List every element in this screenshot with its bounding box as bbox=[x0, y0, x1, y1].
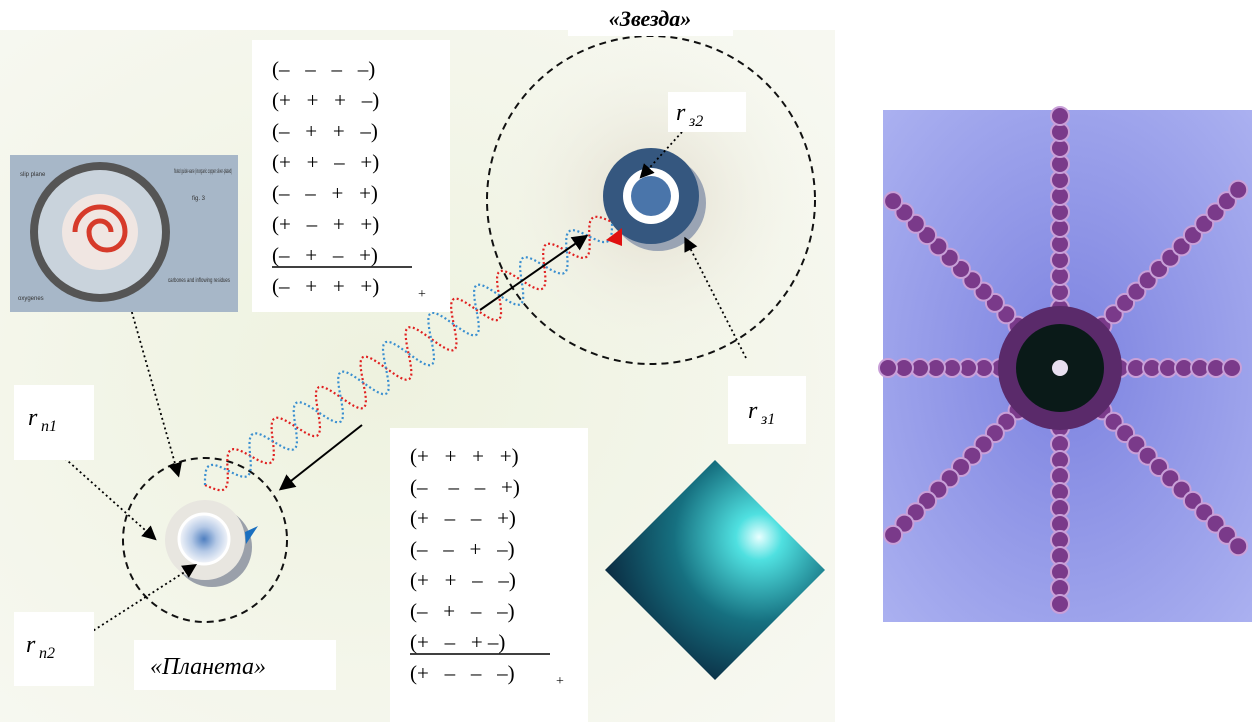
fractal-bead bbox=[1050, 594, 1070, 614]
matrix-row: (– – + –) bbox=[410, 537, 515, 561]
star-title-box bbox=[568, 2, 733, 36]
label-box bbox=[14, 612, 94, 686]
matrix-row: (– + – –) bbox=[410, 599, 515, 623]
dotted-arrow bbox=[49, 444, 157, 541]
fractal-bead bbox=[1228, 179, 1249, 200]
r-label-sub: з1 bbox=[760, 411, 775, 428]
fractal-bead bbox=[1222, 358, 1242, 378]
labels: r з2r з1r п1r п2 bbox=[26, 100, 775, 662]
fractal-bead bbox=[1228, 536, 1249, 557]
star-title: «Звезда» bbox=[609, 6, 691, 31]
red-arrow-head bbox=[606, 228, 622, 246]
inset-label: slip plane bbox=[20, 172, 46, 178]
matrix-row: (– – – +) bbox=[410, 475, 520, 499]
r-label-sub: з2 bbox=[688, 113, 703, 130]
teal-image bbox=[605, 460, 825, 680]
planet-title: «Планета» bbox=[150, 654, 266, 680]
matrix-sum: (– + + +) bbox=[272, 274, 379, 298]
label-box bbox=[728, 376, 806, 444]
matrix-sum-sub: + bbox=[418, 287, 426, 302]
matrix-row: (+ + + –) bbox=[272, 88, 379, 112]
inset-label: carbones and inflowing residues bbox=[168, 278, 230, 284]
fractal-bead bbox=[883, 191, 904, 212]
r-label: r bbox=[748, 398, 758, 424]
arrow bbox=[278, 424, 363, 491]
fractal-bead bbox=[883, 524, 904, 545]
inset-label: fluted guide-vane (inorganic copper silv… bbox=[174, 169, 232, 175]
matrix-row: (+ + – –) bbox=[410, 568, 516, 592]
planet-orbit bbox=[122, 457, 288, 623]
bottom-matrix-box bbox=[390, 428, 588, 722]
r-label-sub: п2 bbox=[39, 645, 55, 662]
planet-title-box bbox=[134, 640, 336, 690]
label-box bbox=[14, 385, 94, 460]
matrix-row: (– + – +) bbox=[272, 243, 378, 267]
dotted-arrow bbox=[684, 236, 747, 359]
helix-strand bbox=[203, 222, 614, 485]
matrix-row: (+ – – +) bbox=[410, 506, 516, 530]
r-label: r bbox=[676, 100, 686, 126]
inset-label: fig. 3 bbox=[192, 196, 206, 202]
fractal-eye bbox=[1052, 360, 1068, 376]
bottom-matrix: (+ + + +) (– – – +) (+ – – +) (– – + –) (+ +… bbox=[410, 444, 564, 689]
inset-label: oxygenes bbox=[18, 296, 44, 302]
r-label-sub: п1 bbox=[41, 418, 57, 435]
matrix-row: (+ + – +) bbox=[272, 150, 379, 174]
fractal-bead bbox=[878, 358, 898, 378]
matrix-row: (+ – + +) bbox=[272, 212, 379, 236]
top-matrix: (– – – –) (+ + + –) (– + + –) (+ + – +) (– –… bbox=[272, 57, 426, 302]
matrix-row: (– – – –) bbox=[272, 57, 375, 81]
dotted-arrow bbox=[124, 287, 182, 478]
planet-disk bbox=[177, 512, 231, 566]
label-box bbox=[668, 92, 746, 132]
helix bbox=[203, 215, 614, 492]
blue-arrow-head bbox=[245, 526, 258, 544]
matrix-row: (+ + + +) bbox=[410, 444, 519, 468]
arrow bbox=[479, 234, 589, 311]
matrix-row: (+ – + –) bbox=[410, 630, 505, 654]
matrix-sum-sub: + bbox=[556, 674, 564, 689]
matrix-row: (– + + –) bbox=[272, 119, 378, 143]
r-label: r bbox=[26, 632, 36, 658]
inset-spiral bbox=[72, 204, 128, 253]
fractal-bead bbox=[1050, 106, 1070, 126]
r-label: r bbox=[28, 405, 38, 431]
star-core bbox=[631, 176, 671, 216]
matrix-sum: (+ – – –) bbox=[410, 661, 515, 685]
matrix-row: (– – + +) bbox=[272, 181, 378, 205]
